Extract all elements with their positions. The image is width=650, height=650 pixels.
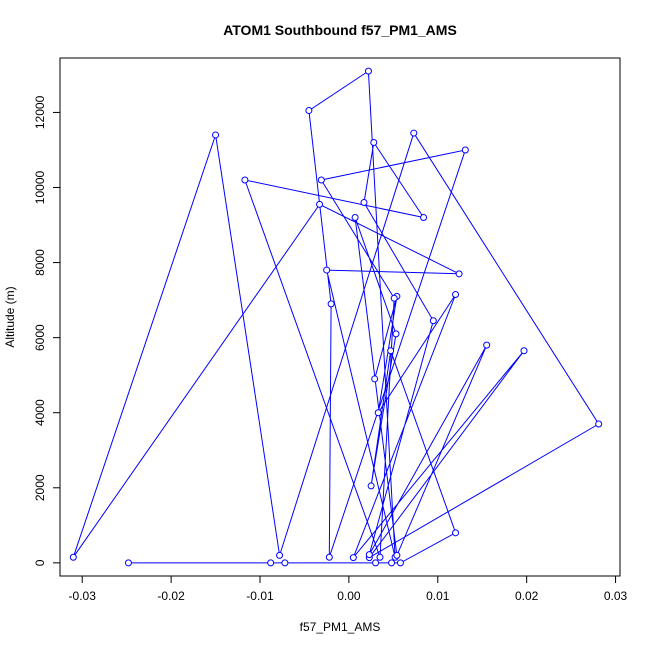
series-points — [69, 67, 603, 567]
data-point — [267, 559, 275, 567]
y-axis: 0 2000 4000 6000 8000 10000 12000 — [33, 95, 60, 566]
data-point — [349, 554, 357, 562]
data-point — [212, 131, 220, 139]
data-point — [393, 551, 401, 559]
data-point — [374, 409, 382, 417]
data-point — [351, 214, 359, 222]
data-point — [461, 146, 469, 154]
data-point — [390, 294, 398, 302]
data-point — [410, 129, 418, 137]
y-axis-label: Altitude (m) — [3, 286, 17, 347]
data-point — [365, 551, 373, 559]
data-point — [392, 330, 400, 338]
data-point — [325, 553, 333, 561]
plot-frame — [59, 57, 621, 577]
x-tick-label: -0.01 — [246, 589, 274, 603]
data-point — [281, 559, 289, 567]
data-point — [327, 300, 335, 308]
y-tick-label: 0 — [33, 559, 47, 566]
x-tick-label: 0.03 — [604, 589, 628, 603]
y-tick-label: 2000 — [33, 474, 47, 501]
data-point — [305, 107, 313, 115]
x-tick-label: 0.00 — [337, 589, 361, 603]
y-tick-label: 12000 — [33, 95, 47, 129]
data-point — [420, 214, 428, 222]
data-point — [595, 420, 603, 428]
data-point — [483, 341, 491, 349]
data-point — [452, 529, 460, 537]
chart-title: ATOM1 Southbound f57_PM1_AMS — [223, 22, 457, 38]
data-point — [455, 270, 463, 278]
y-tick-label: 10000 — [33, 170, 47, 204]
data-point — [360, 199, 368, 207]
data-point — [376, 553, 384, 561]
x-tick-label: 0.02 — [515, 589, 539, 603]
data-point — [69, 553, 77, 561]
data-point — [241, 176, 249, 184]
data-point — [372, 559, 380, 567]
x-tick-label: 0.01 — [426, 589, 450, 603]
data-point — [367, 482, 375, 490]
y-tick-label: 8000 — [33, 249, 47, 276]
x-axis: -0.03 -0.02 -0.01 0.00 0.01 0.02 0.03 — [69, 576, 628, 603]
data-point — [323, 266, 331, 274]
data-point — [452, 290, 460, 298]
data-point — [370, 138, 378, 146]
y-tick-label: 4000 — [33, 399, 47, 426]
data-point — [396, 559, 404, 567]
data-point — [520, 347, 528, 355]
x-tick-label: -0.03 — [69, 589, 97, 603]
y-tick-label: 6000 — [33, 324, 47, 351]
x-tick-label: -0.02 — [157, 589, 185, 603]
data-point — [276, 551, 284, 559]
data-point — [387, 347, 395, 355]
data-point — [317, 176, 325, 184]
data-point — [429, 317, 437, 325]
data-point — [371, 375, 379, 383]
data-point — [388, 559, 396, 567]
data-point — [316, 200, 324, 208]
data-point — [364, 67, 372, 75]
x-axis-label: f57_PM1_AMS — [300, 620, 381, 634]
data-point — [124, 559, 132, 567]
